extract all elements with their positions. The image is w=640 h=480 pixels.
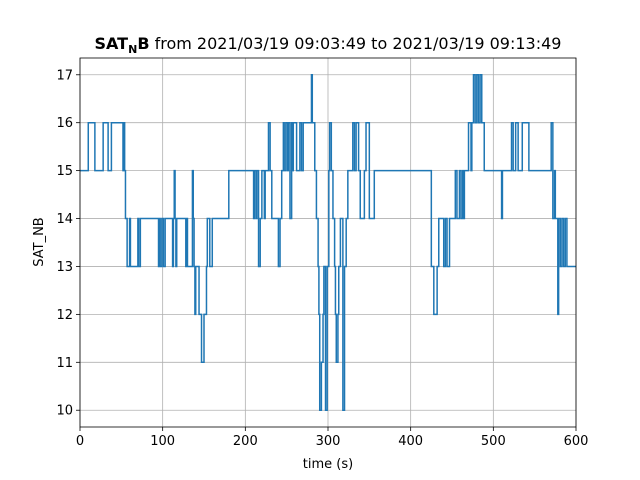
title-rest: from 2021/03/19 09:03:49 to 2021/03/19 0… <box>150 34 562 53</box>
x-axis-label: time (s) <box>303 457 353 472</box>
y-tick-label: 15 <box>56 164 73 179</box>
y-axis-label: SAT_NB <box>32 217 47 266</box>
y-axis-ticks: 10 11 12 13 14 15 16 17 <box>56 68 80 419</box>
title-main: SAT <box>95 34 129 53</box>
y-tick-label: 13 <box>56 260 73 275</box>
series-group <box>80 74 576 411</box>
title-main-end: B <box>137 34 149 53</box>
x-tick-label: 100 <box>150 434 175 449</box>
x-tick-label: 0 <box>76 434 84 449</box>
x-axis-ticks: 0 100 200 300 400 500 600 <box>76 427 589 449</box>
y-tick-label: 16 <box>56 116 73 131</box>
y-tick-label: 17 <box>56 68 73 83</box>
x-tick-label: 400 <box>398 434 423 449</box>
chart-title: SATNB from 2021/03/19 09:03:49 to 2021/0… <box>95 34 562 56</box>
x-tick-label: 200 <box>233 434 258 449</box>
x-tick-label: 600 <box>564 434 589 449</box>
x-tick-label: 500 <box>481 434 506 449</box>
y-tick-label: 10 <box>56 404 73 419</box>
title-subscript: N <box>128 43 137 56</box>
x-tick-label: 300 <box>316 434 341 449</box>
y-tick-label: 11 <box>56 356 73 371</box>
y-tick-label: 12 <box>56 308 73 323</box>
y-tick-label: 14 <box>56 212 73 227</box>
series-line-0 <box>80 74 576 411</box>
